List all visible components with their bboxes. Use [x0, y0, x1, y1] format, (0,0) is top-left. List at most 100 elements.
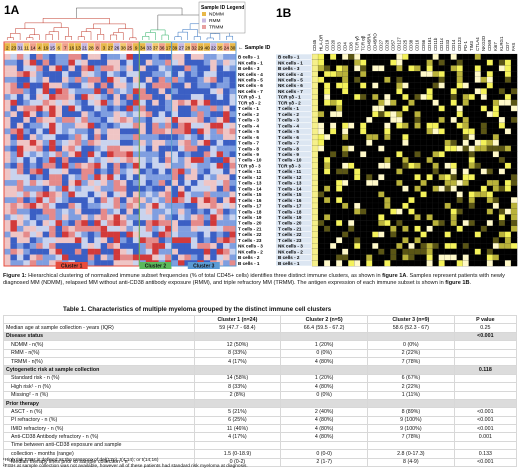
heatmap-cell [378, 65, 385, 72]
heatmap-cell [360, 65, 367, 72]
heatmap-cell [498, 134, 506, 141]
heatmap-cell [486, 243, 494, 250]
heatmap-cell [178, 76, 185, 83]
heatmap-cell [348, 243, 355, 250]
heatmap-cell [474, 220, 482, 227]
heatmap-cell [342, 225, 349, 232]
heatmap-cell [504, 88, 512, 95]
heatmap-cell [408, 59, 415, 66]
heatmap-cell [450, 185, 457, 192]
heatmap-cell [420, 151, 427, 158]
heatmap-cell [354, 237, 361, 244]
heatmap-cell [468, 179, 476, 187]
heatmap-cell [402, 128, 409, 135]
heatmap-cell [68, 248, 76, 255]
heatmap-cell [10, 180, 18, 186]
heatmap-cell [432, 225, 439, 232]
heatmap-cell [498, 179, 506, 187]
heatmap-cell [126, 122, 134, 129]
sample-id: 32 [192, 45, 198, 50]
heatmap-cell [229, 76, 237, 83]
heatmap-cell [468, 71, 476, 78]
heatmap-cell [126, 208, 134, 215]
heatmap-cell [342, 179, 349, 187]
heatmap-cell [384, 76, 391, 83]
heatmap-cell [462, 208, 470, 215]
heatmap-cell [197, 157, 204, 164]
heatmap-cell [348, 151, 355, 158]
heatmap-cell [420, 260, 427, 267]
heatmap-cell [216, 76, 224, 83]
heatmap-cell [486, 202, 494, 209]
table-cell: 0 (0%) [280, 390, 368, 400]
heatmap-cell [372, 94, 379, 101]
heatmap-cell [100, 237, 108, 244]
heatmap-cell [432, 59, 439, 66]
heatmap-cell [81, 82, 88, 89]
heatmap-cell [178, 168, 185, 175]
heatmap-cell [456, 59, 464, 66]
heatmap-cell [360, 220, 367, 227]
heatmap-cell [426, 260, 433, 267]
heatmap-cell [229, 88, 237, 95]
heatmap-cell [510, 53, 518, 61]
table-cell: 1 (11%) [366, 390, 455, 400]
heatmap-cell [223, 248, 230, 255]
heatmap-cell [342, 174, 349, 181]
heatmap-cell [10, 134, 18, 141]
heatmap-cell [317, 191, 325, 198]
heatmap-cell [158, 191, 166, 198]
heatmap-cell [384, 111, 391, 118]
heatmap-cell [145, 134, 153, 141]
heatmap-cell [113, 243, 121, 250]
heatmap-cell [330, 248, 337, 255]
heatmap-cell [197, 197, 204, 204]
heatmap-cell [330, 208, 337, 215]
heatmap-cell [390, 185, 397, 192]
heatmap-cell [113, 105, 121, 112]
heatmap-cell [216, 94, 224, 101]
heatmap-cell [504, 99, 512, 106]
heatmap-cell [510, 145, 518, 152]
heatmap-cell [468, 122, 476, 129]
heatmap-cell [55, 139, 63, 146]
heatmap-cell [55, 76, 63, 83]
heatmap-cell [510, 65, 518, 72]
heatmap-cell [311, 202, 319, 209]
heatmap-cell [432, 214, 439, 221]
heatmap-cell [216, 145, 224, 152]
row-label: T cells - 13 [278, 181, 302, 186]
heatmap-cell [126, 76, 134, 83]
heatmap-cell [139, 254, 146, 261]
heatmap-cell [184, 65, 192, 72]
heatmap-cell [216, 254, 224, 261]
heatmap-cell [456, 202, 464, 209]
heatmap-cell [113, 197, 121, 204]
heatmap-cell [223, 220, 230, 227]
heatmap-cell [504, 53, 512, 61]
heatmap-cell [330, 76, 337, 83]
heatmap-cell [450, 116, 457, 124]
heatmap-cell [10, 214, 18, 221]
heatmap-cell [438, 185, 445, 192]
heatmap-cell [432, 174, 439, 181]
heatmap-cell [486, 59, 494, 66]
heatmap-cell [29, 231, 37, 238]
heatmap-cell [120, 71, 127, 78]
table-cell [193, 365, 282, 375]
heatmap-cell [498, 94, 506, 101]
heatmap-cell [426, 151, 433, 158]
heatmap-cell [348, 162, 355, 169]
heatmap-cell [120, 185, 127, 192]
heatmap-cell [492, 111, 500, 118]
heatmap-cell [420, 231, 427, 238]
heatmap-cell [323, 197, 331, 204]
heatmap-cell [158, 105, 166, 112]
heatmap-cell [126, 197, 134, 204]
heatmap-cell [62, 88, 69, 95]
heatmap-cell [486, 151, 494, 158]
table-cell: 4 (17%) [193, 356, 282, 367]
heatmap-cell [323, 237, 331, 244]
heatmap-cell [55, 122, 63, 129]
sample-id: 25 [127, 45, 133, 50]
